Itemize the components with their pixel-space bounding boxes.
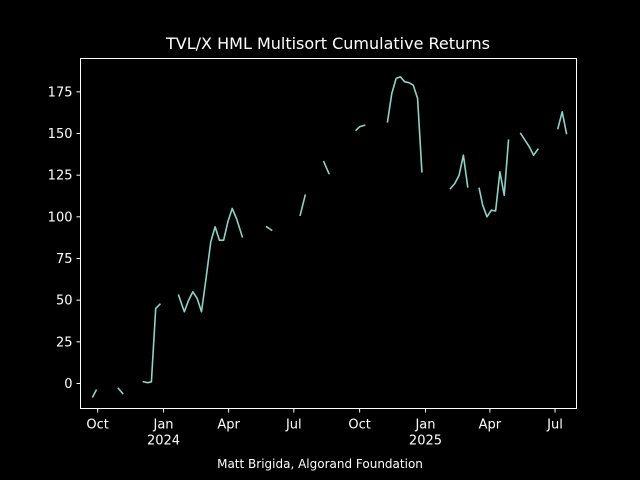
y-tick-label: 50 [56, 294, 73, 309]
y-tick-label: 75 [56, 252, 73, 267]
x-tick-label: Jan [153, 418, 174, 433]
series-segment-4 [265, 225, 273, 232]
x-tick-label: Oct [86, 418, 108, 433]
x-tick-year-label: 2025 [409, 434, 442, 449]
x-tick-label: Apr [217, 418, 240, 433]
series-segment-5 [299, 194, 307, 217]
footer-credit: Matt Brigida, Algorand Foundation [217, 457, 423, 471]
series-segment-11 [519, 132, 540, 156]
x-tick-label: Jul [285, 418, 302, 433]
series-segment-6 [322, 160, 330, 175]
series-segment-2 [142, 303, 162, 384]
x-tick-label: Oct [348, 418, 370, 433]
y-tick-label: 0 [64, 377, 72, 392]
x-tick-year-label: 2024 [147, 434, 180, 449]
chart-title: TVL/X HML Multisort Cumulative Returns [165, 34, 490, 53]
plot-frame [80, 58, 577, 409]
series-segment-8 [386, 76, 423, 173]
y-tick-label: 100 [48, 210, 73, 225]
series-segment-12 [556, 111, 568, 135]
series-segment-1 [117, 387, 124, 395]
x-tick-label: Jan [414, 418, 435, 433]
series-segment-7 [354, 124, 366, 132]
series-segment-0 [91, 389, 98, 398]
series-lines [91, 76, 568, 398]
y-tick-label: 175 [48, 85, 73, 100]
x-tick-label: Jul [546, 418, 563, 433]
series-segment-9 [449, 154, 469, 190]
series-segment-10 [478, 139, 510, 218]
y-tick-label: 25 [56, 335, 73, 350]
series-segment-3 [177, 207, 244, 313]
y-tick-label: 125 [48, 169, 73, 184]
y-axis: 0 25 50 75 100 125 150 175 [48, 85, 81, 392]
x-tick-label: Apr [479, 418, 502, 433]
y-tick-label: 150 [48, 127, 73, 142]
